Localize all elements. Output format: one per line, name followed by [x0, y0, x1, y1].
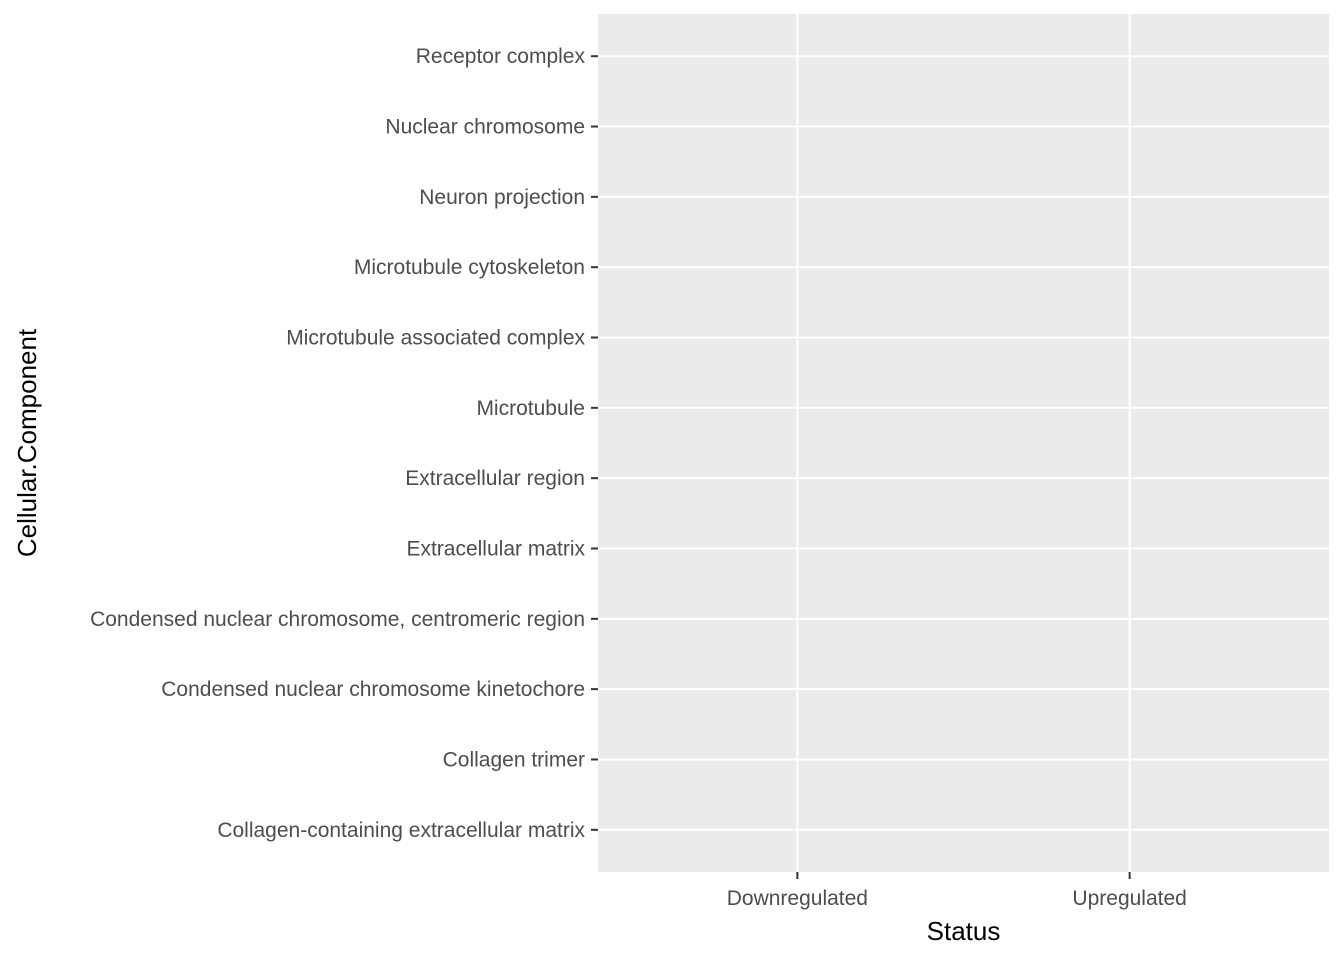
y-axis: Receptor complex Nuclear chromosome Neuron… — [90, 45, 598, 842]
x-axis: Downregulated Upregulated — [727, 872, 1187, 910]
y-tick-label: Microtubule associated complex — [286, 327, 585, 350]
y-tick-label: Microtubule cytoskeleton — [354, 256, 585, 279]
y-tick-label: Neuron projection — [419, 186, 585, 209]
grid-lines — [598, 14, 1329, 872]
y-tick-label: Nuclear chromosome — [385, 116, 585, 139]
plot-panel — [598, 14, 1329, 872]
y-tick-label: Extracellular matrix — [406, 537, 585, 560]
x-tick-label: Upregulated — [1072, 887, 1186, 910]
y-tick-label: Collagen trimer — [443, 748, 585, 771]
y-tick-label: Extracellular region — [405, 467, 585, 490]
y-tick-label: Condensed nuclear chromosome, centromeri… — [90, 608, 585, 631]
y-axis-title: Cellular.Component — [12, 328, 42, 557]
x-axis-title: Status — [927, 916, 1001, 946]
y-tick-label: Receptor complex — [416, 45, 586, 68]
y-tick-label: Microtubule — [476, 397, 585, 420]
x-tick-label: Downregulated — [727, 887, 868, 910]
y-tick-label: Collagen-containing extracellular matrix — [217, 819, 585, 842]
y-tick-label: Condensed nuclear chromosome kinetochore — [161, 678, 585, 701]
